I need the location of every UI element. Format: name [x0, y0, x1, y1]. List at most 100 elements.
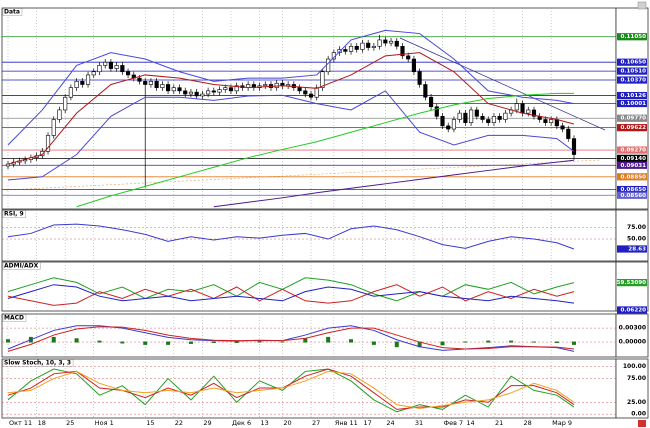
- level-tag: [617, 58, 647, 66]
- level-tag: [617, 173, 647, 181]
- x-tick-label: Дек 6: [232, 419, 251, 427]
- series-line: [7, 52, 575, 165]
- candle-body: [171, 87, 176, 92]
- level-tag-label: 28.63: [628, 246, 646, 252]
- x-tick-label: Фев 7: [444, 419, 464, 427]
- level-tag-label: 0.10126: [621, 93, 647, 99]
- candle-body: [549, 119, 554, 123]
- candle-body: [474, 109, 479, 117]
- trend-line: [399, 37, 606, 131]
- x-tick-label: Ноя 1: [95, 419, 114, 427]
- histogram-bar: [97, 340, 102, 343]
- level-tag-label: 0.08650: [621, 187, 647, 193]
- histogram-bar: [349, 339, 354, 343]
- candle-body: [354, 45, 359, 50]
- y-tick-label: 25.00: [627, 399, 646, 406]
- candle-body: [469, 109, 474, 123]
- candle-body: [137, 77, 142, 82]
- histogram-bar: [394, 341, 399, 348]
- candle-body: [446, 125, 451, 130]
- x-tick-label: 14: [466, 419, 474, 427]
- candle-body: [388, 40, 394, 44]
- candle-body: [286, 84, 291, 87]
- panel-frames: [1, 7, 649, 419]
- candle-body: [160, 84, 165, 88]
- histogram-bar: [120, 341, 125, 344]
- y-tick-label: 0.00000: [619, 339, 646, 346]
- candle-body: [51, 119, 56, 136]
- x-tick-label: Янв 11: [335, 419, 358, 427]
- candle-body: [394, 40, 399, 47]
- candle-body: [417, 71, 422, 85]
- level-tag-label: 0.10650: [621, 60, 647, 66]
- candle-body: [223, 87, 228, 90]
- series-line: [7, 368, 575, 410]
- candle-body: [45, 135, 51, 152]
- level-tag: [617, 279, 647, 287]
- candle-body: [211, 90, 216, 93]
- histogram-bar: [280, 341, 285, 343]
- x-tick-label: Мар 9: [552, 419, 572, 427]
- series-line: [76, 92, 574, 208]
- candle-body: [343, 49, 348, 52]
- candle-body: [183, 90, 188, 95]
- histogram-bar: [486, 340, 491, 343]
- level-tag: [617, 185, 647, 194]
- scroll-button[interactable]: [638, 420, 646, 427]
- candle-body: [120, 65, 125, 73]
- histogram-bar: [371, 341, 376, 345]
- panel-title: Slow Stoch, 10, 3, 3: [4, 360, 71, 367]
- level-tag-label: 0.10001: [621, 101, 647, 107]
- series-line: [213, 159, 575, 208]
- histogram-bar: [440, 341, 445, 346]
- candle-body: [491, 116, 497, 123]
- trend-line: [5, 159, 601, 191]
- x-tick-label: 22: [175, 419, 183, 427]
- title-box: [2, 262, 41, 270]
- candle-body: [234, 85, 239, 92]
- candle-body: [360, 42, 365, 50]
- candle-body: [566, 128, 571, 139]
- candle-body: [423, 84, 428, 98]
- candle-body: [400, 45, 405, 57]
- scale-column: [615, 313, 649, 358]
- candle-body: [371, 45, 376, 48]
- x-tick-label: 17: [363, 419, 371, 427]
- panel-title: Data: [4, 9, 20, 16]
- level-tag-label: 0.06220: [621, 307, 647, 313]
- histogram-bar: [211, 341, 216, 344]
- candle-body: [68, 87, 73, 98]
- panel-title: RSI, 9: [4, 211, 24, 218]
- level-tag-label: 0.09270: [621, 148, 647, 154]
- candle-body: [114, 65, 119, 69]
- histogram-bar: [463, 341, 468, 343]
- histogram-bar: [143, 341, 148, 345]
- panel-button[interactable]: [637, 1, 647, 10]
- candle-body: [228, 87, 234, 92]
- candle-body: [560, 125, 565, 130]
- y-tick-label: 0.00: [631, 411, 646, 418]
- candle-body: [74, 81, 79, 88]
- candle-body: [531, 109, 537, 117]
- histogram-bar: [166, 341, 171, 345]
- candle-body: [154, 81, 159, 88]
- candle-body: [514, 103, 519, 111]
- candle-body: [303, 90, 308, 95]
- candle-body: [5, 163, 11, 167]
- x-tick-label: 31: [415, 419, 423, 427]
- panel-frame: [1, 261, 617, 312]
- candle-body: [166, 84, 171, 92]
- level-tag-label: 0.10510: [621, 69, 647, 75]
- level-tag: [617, 76, 647, 84]
- candle-body: [103, 61, 108, 66]
- candle-body: [486, 119, 491, 123]
- histogram-bar: [74, 338, 79, 343]
- title-box: [2, 8, 23, 16]
- candle-body: [554, 119, 559, 127]
- candle-body: [80, 81, 85, 85]
- candle-body: [188, 91, 194, 95]
- level-tag-label: 0.11050: [621, 34, 647, 40]
- x-tick-label: 20: [283, 419, 291, 427]
- y-tick-label: 50.00: [627, 236, 646, 243]
